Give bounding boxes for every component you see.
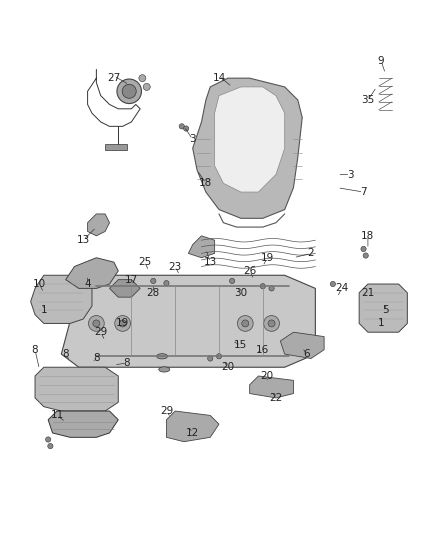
Polygon shape — [110, 280, 140, 297]
Circle shape — [269, 286, 274, 291]
Text: 22: 22 — [269, 393, 283, 403]
Circle shape — [93, 320, 100, 327]
Text: 2: 2 — [307, 248, 314, 259]
Circle shape — [151, 278, 156, 284]
Polygon shape — [215, 87, 285, 192]
Text: 5: 5 — [382, 305, 389, 316]
Text: 14: 14 — [212, 73, 226, 83]
Bar — [105, 144, 127, 150]
Text: 3: 3 — [347, 169, 354, 180]
Text: 19: 19 — [116, 318, 129, 328]
Text: 18: 18 — [199, 178, 212, 188]
Text: 29: 29 — [94, 327, 107, 337]
Polygon shape — [250, 376, 293, 398]
Circle shape — [216, 354, 222, 359]
Text: 16: 16 — [256, 345, 269, 355]
Text: 17: 17 — [125, 274, 138, 285]
Polygon shape — [35, 367, 118, 411]
Text: 27: 27 — [107, 73, 120, 83]
Text: 13: 13 — [204, 257, 217, 267]
Circle shape — [143, 84, 150, 91]
Text: 10: 10 — [33, 279, 46, 289]
Text: 15: 15 — [234, 341, 247, 350]
Circle shape — [237, 316, 253, 332]
Text: 8: 8 — [32, 345, 39, 355]
Circle shape — [164, 280, 169, 286]
Text: 7: 7 — [360, 187, 367, 197]
Text: 6: 6 — [303, 349, 310, 359]
Polygon shape — [193, 78, 302, 219]
Circle shape — [330, 281, 336, 287]
Text: 3: 3 — [189, 134, 196, 144]
Text: 8: 8 — [93, 353, 100, 364]
Text: 13: 13 — [77, 235, 90, 245]
Polygon shape — [48, 411, 118, 437]
Circle shape — [268, 320, 275, 327]
Ellipse shape — [159, 367, 170, 372]
Polygon shape — [61, 275, 315, 367]
Polygon shape — [359, 284, 407, 332]
Circle shape — [208, 356, 213, 361]
Text: 24: 24 — [335, 284, 348, 293]
Ellipse shape — [157, 354, 167, 359]
Circle shape — [48, 443, 53, 449]
Text: 25: 25 — [138, 257, 151, 267]
Circle shape — [119, 320, 126, 327]
Circle shape — [361, 246, 366, 252]
Text: 21: 21 — [361, 288, 374, 298]
Circle shape — [122, 84, 136, 98]
Text: 12: 12 — [186, 428, 199, 438]
Circle shape — [184, 126, 189, 131]
Text: 8: 8 — [124, 358, 131, 368]
Text: 9: 9 — [378, 55, 385, 66]
Circle shape — [179, 124, 184, 129]
Text: 23: 23 — [169, 262, 182, 271]
Circle shape — [139, 75, 146, 82]
Text: 28: 28 — [147, 288, 160, 298]
Polygon shape — [166, 411, 219, 442]
Circle shape — [230, 278, 235, 284]
Text: 29: 29 — [160, 406, 173, 416]
Text: 4: 4 — [84, 279, 91, 289]
Polygon shape — [280, 332, 324, 359]
Circle shape — [260, 284, 265, 289]
Circle shape — [242, 320, 249, 327]
Polygon shape — [31, 275, 92, 324]
Text: 11: 11 — [50, 410, 64, 421]
Circle shape — [117, 79, 141, 103]
Circle shape — [363, 253, 368, 258]
Text: 20: 20 — [261, 371, 274, 381]
Text: 8: 8 — [62, 349, 69, 359]
Text: 1: 1 — [378, 318, 385, 328]
Text: 20: 20 — [221, 362, 234, 372]
Text: 1: 1 — [40, 305, 47, 316]
Polygon shape — [66, 258, 118, 288]
Text: 35: 35 — [361, 95, 374, 105]
Circle shape — [115, 316, 131, 332]
Polygon shape — [88, 214, 110, 236]
Text: 26: 26 — [243, 266, 256, 276]
Circle shape — [264, 316, 279, 332]
Circle shape — [88, 316, 104, 332]
Circle shape — [46, 437, 51, 442]
Text: 18: 18 — [361, 231, 374, 241]
Polygon shape — [188, 236, 215, 258]
Text: 30: 30 — [234, 288, 247, 298]
Text: 19: 19 — [261, 253, 274, 263]
